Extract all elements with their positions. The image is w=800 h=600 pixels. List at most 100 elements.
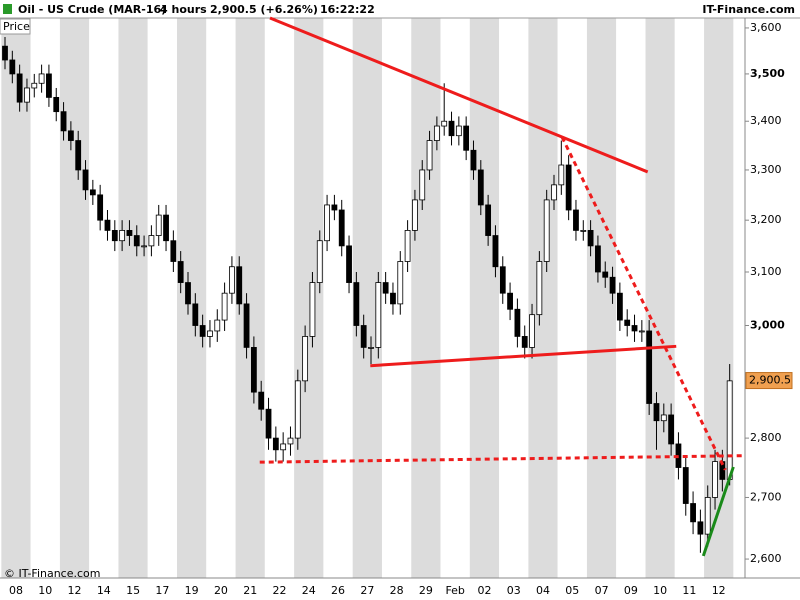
candle-body (668, 414, 675, 445)
candle-body (331, 204, 338, 211)
day-band (499, 18, 529, 578)
day-band (177, 18, 207, 578)
candle-body (638, 330, 645, 333)
x-tick-label: 20 (214, 584, 228, 597)
candle-body (2, 45, 8, 61)
candle-body (507, 292, 513, 310)
candle-body (653, 403, 660, 422)
title: Oil - US Crude (MAR-16) (18, 3, 166, 16)
candle-body (119, 230, 126, 242)
candle-body (521, 336, 528, 348)
timeframe: 4 hours (160, 3, 207, 16)
candle-body (704, 497, 711, 535)
x-tick-label: 05 (565, 584, 579, 597)
x-tick-label: 17 (155, 584, 169, 597)
y-tick-label: 2,600 (750, 552, 782, 565)
candle-body (309, 282, 316, 337)
candle-body (207, 330, 213, 337)
candle-body (492, 235, 499, 268)
last-price-tag (745, 372, 793, 390)
day-band (557, 18, 587, 578)
day-band (1, 18, 31, 578)
candle-body (580, 230, 587, 232)
candle-body (316, 240, 323, 283)
candle-body (682, 467, 689, 504)
x-tick-label: 28 (390, 584, 404, 597)
candle-body (258, 391, 265, 410)
x-tick-label: 27 (360, 584, 374, 597)
day-band (440, 18, 470, 578)
candle-body (82, 169, 89, 191)
candle-body (111, 230, 118, 242)
x-tick-label: 22 (273, 584, 287, 597)
x-tick-label: 15 (126, 584, 140, 597)
candle-body (382, 282, 389, 294)
candle-body (16, 73, 23, 103)
candle-body (514, 308, 521, 337)
candle-body (324, 204, 330, 242)
candle-body (470, 149, 477, 171)
trendline (269, 16, 649, 174)
candle-body (565, 164, 572, 211)
candle-body (163, 214, 169, 242)
candle-body (726, 380, 733, 480)
candle-body (250, 347, 257, 393)
candle-body (595, 245, 601, 273)
time: 16:22:22 (320, 3, 375, 16)
candle-body (426, 140, 433, 171)
x-tick-label: Feb (445, 584, 464, 597)
y-tick-label: 2,700 (750, 490, 782, 503)
candle-body (89, 189, 96, 196)
candle-body (646, 330, 653, 404)
candle-body (368, 347, 374, 349)
x-tick-label: 29 (419, 584, 433, 597)
candle-body (616, 292, 623, 321)
candle-body (360, 325, 367, 348)
last-price-label: 2,900.5 (749, 374, 791, 387)
day-band (528, 18, 558, 578)
candle-body (192, 303, 199, 326)
candle-body (170, 240, 177, 262)
y-tick-label: 3,500 (750, 67, 785, 80)
x-tick-label: 24 (302, 584, 316, 597)
candle-body (60, 111, 67, 132)
candle-body (214, 319, 221, 332)
candle-body (177, 261, 184, 283)
candle-body (558, 164, 565, 186)
y-label: Price (3, 20, 30, 33)
candle-body (104, 219, 111, 231)
day-band (206, 18, 236, 578)
candle-body (463, 125, 470, 151)
day-band (411, 18, 441, 578)
candle-body (404, 230, 411, 262)
day-band (264, 18, 295, 578)
candle-body (455, 125, 462, 137)
x-tick-label: 04 (536, 584, 550, 597)
candle-body (551, 184, 557, 201)
candle-body (126, 230, 133, 236)
x-tick-label: 11 (682, 584, 696, 597)
day-band (381, 18, 412, 578)
last-quote: 2,900.5 (+6.26%) (210, 3, 318, 16)
x-tick-label: 08 (9, 584, 23, 597)
candle-body (236, 266, 243, 305)
x-tick-label: 07 (595, 584, 609, 597)
candle-body (272, 437, 279, 451)
candle-body (690, 503, 696, 523)
candle-body (199, 325, 206, 337)
day-band (118, 18, 148, 578)
y-tick-label: 3,400 (750, 114, 782, 127)
candle-body (75, 140, 82, 171)
x-tick-label: 09 (624, 584, 638, 597)
x-tick-label: 12 (68, 584, 82, 597)
candle-body (53, 97, 60, 113)
y-tick-label: 3,600 (750, 21, 782, 34)
candle-body (265, 408, 272, 439)
candle-body (31, 82, 38, 89)
candle-body (67, 130, 74, 141)
day-band (469, 18, 500, 578)
candle-body (97, 194, 104, 221)
candle-body (419, 169, 426, 201)
day-bands (1, 18, 734, 578)
